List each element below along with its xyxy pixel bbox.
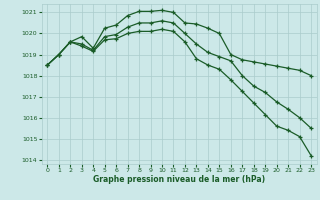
X-axis label: Graphe pression niveau de la mer (hPa): Graphe pression niveau de la mer (hPa) <box>93 175 265 184</box>
